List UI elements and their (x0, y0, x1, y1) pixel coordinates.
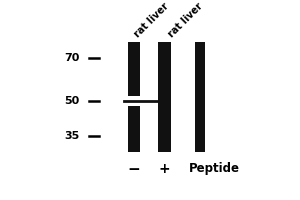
Text: 35: 35 (64, 131, 79, 141)
Text: −: − (128, 162, 140, 177)
Text: 70: 70 (64, 53, 79, 63)
Text: 50: 50 (64, 96, 79, 106)
Bar (195, 42, 206, 152)
Text: rat liver: rat liver (133, 1, 171, 39)
Text: rat liver: rat liver (167, 1, 205, 39)
Text: +: + (158, 162, 170, 176)
Text: Peptide: Peptide (189, 162, 240, 175)
Bar (158, 42, 171, 152)
Bar (128, 106, 140, 152)
Bar (128, 42, 140, 96)
